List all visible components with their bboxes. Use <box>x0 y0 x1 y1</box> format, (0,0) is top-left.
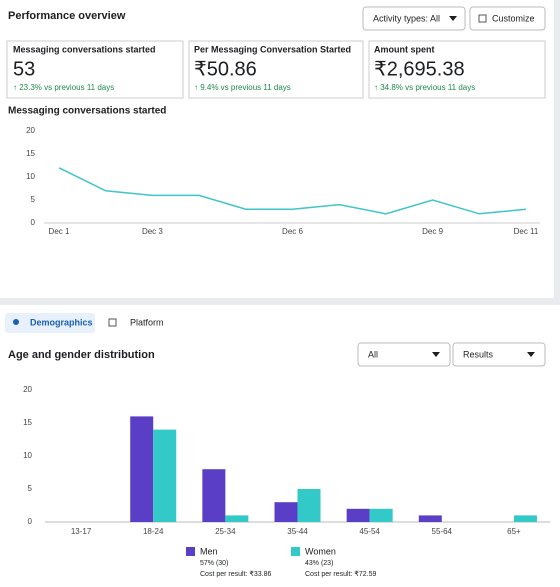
legend-share: 57% (30) <box>200 560 228 567</box>
bar <box>274 502 298 522</box>
legend-cost: Cost per result: ₹33.86 <box>200 570 271 578</box>
y-tick-label: 20 <box>26 126 35 135</box>
bar <box>225 515 249 522</box>
y-tick-label: 5 <box>31 195 36 204</box>
x-tick-label: 35-44 <box>287 527 308 536</box>
metric-box <box>368 40 546 99</box>
y-tick-label: 20 <box>23 385 32 394</box>
legend-share: 43% (23) <box>305 560 333 567</box>
bar <box>369 508 393 522</box>
metric-card: Amount spent ₹2,695.38 ↑ 34.8% vs previo… <box>368 40 546 99</box>
x-tick-label: Dec 11 <box>514 227 539 236</box>
x-tick-label: 65+ <box>507 527 521 536</box>
metric-dropdown[interactable] <box>452 342 546 367</box>
platform-tab-label[interactable]: Platform <box>130 317 164 327</box>
metric-card: Per Messaging Conversation Started ₹50.8… <box>188 40 364 99</box>
x-tick-label: 55-64 <box>432 527 453 536</box>
chart-title: Messaging conversations started <box>8 106 166 117</box>
bar <box>346 508 370 522</box>
dropdown-arrow <box>432 352 440 357</box>
metric-value: ₹2,695.38 <box>374 58 465 80</box>
tab-icon <box>13 319 19 325</box>
x-tick-label: Dec 9 <box>422 227 443 236</box>
bar <box>130 416 154 522</box>
chart-title: Age and gender distribution <box>8 349 155 361</box>
y-tick-label: 15 <box>26 149 35 158</box>
metric-change: ↑ 23.3% vs previous 11 days <box>13 83 114 92</box>
metric-dropdown-label[interactable]: Results <box>463 349 494 359</box>
x-tick-label: 45-54 <box>359 527 380 536</box>
customize-icon <box>478 14 487 23</box>
metric-change: ↑ 34.8% vs previous 11 days <box>374 83 475 92</box>
metric-title: Per Messaging Conversation Started <box>194 44 351 54</box>
activity-dropdown-label[interactable]: Activity types: All <box>373 13 440 23</box>
metric-box <box>6 40 184 99</box>
filter-dropdown-label[interactable]: All <box>368 349 378 359</box>
legend-swatch <box>291 547 300 556</box>
demographics-tab[interactable] <box>5 313 95 333</box>
legend-label: Women <box>305 546 336 556</box>
bar <box>297 489 321 522</box>
section-title: Performance overview <box>8 10 126 22</box>
x-tick-label: Dec 6 <box>282 227 303 236</box>
bar <box>202 469 226 522</box>
bar <box>513 515 537 522</box>
x-tick-label: 13-17 <box>71 527 92 536</box>
legend-label: Men <box>200 546 218 556</box>
x-tick-label: Dec 3 <box>142 227 163 236</box>
customize-button[interactable] <box>469 6 546 31</box>
metric-card: Messaging conversations started 53 ↑ 23.… <box>6 40 184 99</box>
metric-title: Messaging conversations started <box>13 44 156 54</box>
line <box>58 167 527 215</box>
metric-value: 53 <box>13 58 35 80</box>
legend-swatch <box>186 547 195 556</box>
tab-icon <box>108 318 117 327</box>
legend-cost: Cost per result: ₹72.59 <box>305 570 376 578</box>
customize-label[interactable]: Customize <box>492 13 535 23</box>
bar <box>153 429 177 522</box>
metric-title: Amount spent <box>374 44 435 54</box>
x-tick-label: 25-34 <box>215 527 236 536</box>
dropdown-arrow <box>527 352 535 357</box>
bar <box>418 515 442 522</box>
y-tick-label: 15 <box>23 418 32 427</box>
activity-dropdown[interactable] <box>362 6 466 31</box>
x-tick-label: 18-24 <box>143 527 164 536</box>
y-tick-label: 0 <box>28 517 33 526</box>
dropdown-arrow <box>449 16 457 21</box>
x-tick-label: Dec 1 <box>49 227 70 236</box>
y-tick-label: 0 <box>31 218 36 227</box>
y-tick-label: 5 <box>28 484 33 493</box>
metric-box <box>188 40 364 99</box>
y-tick-label: 10 <box>23 451 32 460</box>
demographics-tab-label[interactable]: Demographics <box>30 317 93 327</box>
metric-change: ↑ 9.4% vs previous 11 days <box>194 83 291 92</box>
y-tick-label: 10 <box>26 172 35 181</box>
filter-dropdown[interactable] <box>357 342 451 367</box>
metric-value: ₹50.86 <box>194 58 257 80</box>
